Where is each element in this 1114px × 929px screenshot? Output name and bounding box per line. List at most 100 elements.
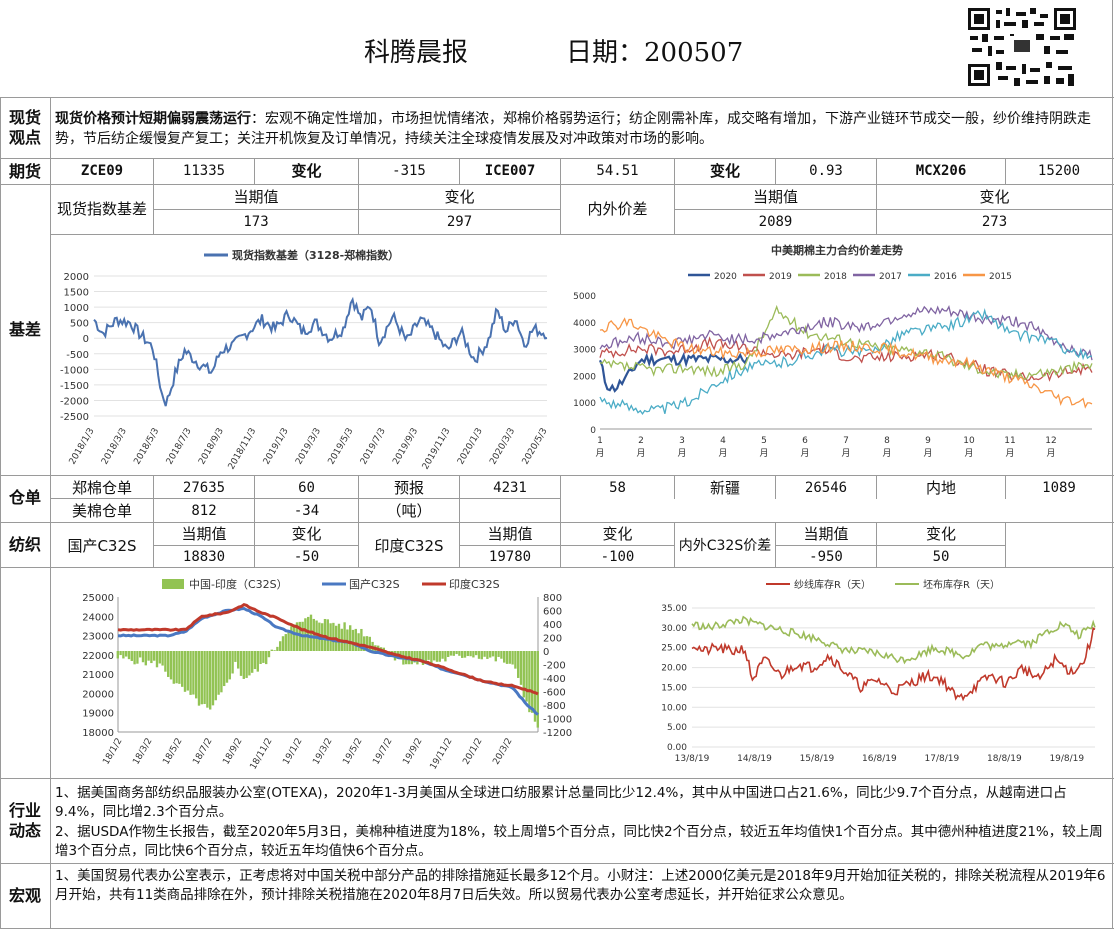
spread-bar: [363, 636, 366, 651]
legend-label-2018: 2018: [824, 272, 847, 282]
y-tick-label: 3000: [573, 346, 596, 356]
spread-bar: [153, 651, 156, 661]
spot-basis-current-label: 当期值: [233, 188, 279, 206]
spread-bar: [463, 651, 467, 658]
spread-bar: [248, 651, 251, 676]
x-tick-label: 18/3/2: [131, 737, 154, 767]
spread-bar: [251, 651, 254, 673]
y-tick-label: 0.00: [667, 743, 687, 753]
x-tick-label-unit: 月: [923, 448, 932, 459]
spread-bar: [206, 651, 209, 708]
c32s-spread-label: 内外C32S价差: [678, 538, 772, 554]
x-tick-label: 2019/11/3: [421, 427, 453, 472]
y-tick-label: 30.00: [661, 624, 687, 634]
spread-bar: [273, 650, 276, 651]
y-tick-label: 4000: [573, 319, 596, 329]
x-tick-label: 8: [884, 436, 890, 446]
spot-basis-label: 现货指数基差: [56, 200, 147, 218]
spread-bar: [354, 628, 357, 651]
xinjiang-value: 26546: [804, 480, 848, 496]
y-tick-label: 15.00: [661, 683, 687, 693]
spread-bar: [491, 651, 495, 657]
spread-bar: [242, 651, 245, 679]
industry-item-1: 1、据美国商务部纺织品服装办公室(OTEXA)，2020年1-3月美国从全球进口…: [55, 785, 1067, 820]
y-tick-label: 25.00: [661, 644, 687, 654]
futures-contract-mcx: MCX206: [915, 163, 967, 179]
spread-bar: [368, 636, 371, 651]
spread-bar: [511, 651, 514, 665]
spread-bar: [477, 651, 481, 659]
spread-bar: [139, 651, 142, 658]
spread-bar: [127, 651, 131, 660]
us-warehouse-label: 美棉仓单: [71, 502, 132, 520]
y-tick-label: 2000: [64, 272, 89, 283]
spread-bar: [293, 624, 296, 651]
y-left-tick-label: 25000: [82, 593, 114, 604]
y-tick-label: -500: [66, 350, 89, 361]
spread-bar: [220, 651, 223, 693]
legend-label-2019: 2019: [769, 272, 792, 282]
spread-bar: [189, 651, 192, 695]
spread-bar: [449, 651, 453, 656]
x-tick-label: 2020/5/3: [521, 427, 550, 467]
spot-basis-chart: 现货指数基差（3128-郑棉指数） 2000 1500 1000 500 0 -500 -1…: [60, 248, 550, 472]
spot-view-text: ：宏观不确定性增加，市场担忧情绪浓，郑棉价格弱势运行；纺企刚需补库，成交略有增加…: [55, 111, 1091, 147]
x-tick-label: 19/1/2: [281, 737, 304, 767]
spread-bar: [503, 651, 506, 663]
x-tick-label-unit: 月: [636, 448, 645, 459]
legend-label: 坯布库存R（天）: [923, 578, 1000, 591]
y-right-tick-label: 800: [543, 593, 562, 604]
macro-label: 宏观: [8, 886, 41, 905]
legend-swatch-bar: [162, 579, 184, 589]
y-right-tick-label: -200: [543, 661, 566, 672]
spread-bar: [455, 651, 458, 655]
spread-bar: [519, 651, 523, 685]
spread-change: 50: [932, 549, 950, 565]
forecast-change: 58: [609, 480, 626, 496]
x-tick-label: 2019/3/3: [294, 427, 323, 467]
spread-bar: [144, 651, 147, 666]
forecast-value: 4231: [493, 480, 527, 496]
spread-bar: [125, 651, 128, 657]
domestic-change: -50: [293, 549, 320, 565]
x-tick-label-unit: 月: [718, 448, 727, 459]
legend-label-2016: 2016: [934, 272, 957, 282]
spread-bar: [466, 651, 469, 657]
inventory-days-chart: 纱线库存R（天） 坯布库存R（天） 35.00 30.00 25.00 20.00 15.…: [661, 578, 1096, 764]
spread-bar: [228, 651, 231, 680]
spread-bar: [312, 618, 315, 651]
inland-value: 1089: [1042, 480, 1076, 496]
spread-bar: [458, 651, 461, 656]
spread-bar: [461, 651, 464, 658]
x-tick-label: 19/8/19: [1049, 754, 1084, 764]
spread-bar: [183, 651, 187, 692]
x-tick-label: 10: [963, 436, 975, 446]
spread-bar: [486, 651, 489, 659]
domestic-c32s-label: 国产C32S: [67, 537, 137, 555]
x-tick-label: 13/8/19: [675, 754, 710, 764]
futures-change-label-2: 变化: [709, 162, 740, 180]
spread-bar: [225, 651, 229, 683]
zheng-warehouse-value: 27635: [182, 480, 226, 496]
y-tick-label: 5000: [573, 292, 596, 302]
spread-bar: [284, 634, 287, 651]
spread-bar: [489, 651, 492, 658]
spread-bar: [433, 651, 436, 661]
spread-bar: [136, 651, 139, 664]
futures-value-mcx: 15200: [1037, 163, 1081, 179]
spread-bar: [211, 651, 215, 706]
domestic-current: 18830: [182, 549, 226, 565]
x-tick-label: 19/7/2: [371, 737, 394, 767]
spread-bar: [287, 632, 290, 651]
legend-label: 印度C32S: [449, 577, 500, 591]
spread-bar: [514, 651, 517, 669]
warehouse-label: 仓单: [8, 488, 41, 507]
c32s-price-chart: 中国-印度（C32S） 国产C32S 印度C32S 25000 24000 23000 2…: [82, 577, 572, 772]
spread-bar: [164, 651, 167, 672]
x-tick-label: 2019/7/3: [359, 427, 388, 467]
legend-label: 中国-印度（C32S）: [189, 577, 288, 591]
spread-bar: [472, 651, 475, 658]
x-tick-label-unit: 月: [841, 448, 850, 459]
y-tick-label: 35.00: [661, 604, 687, 614]
